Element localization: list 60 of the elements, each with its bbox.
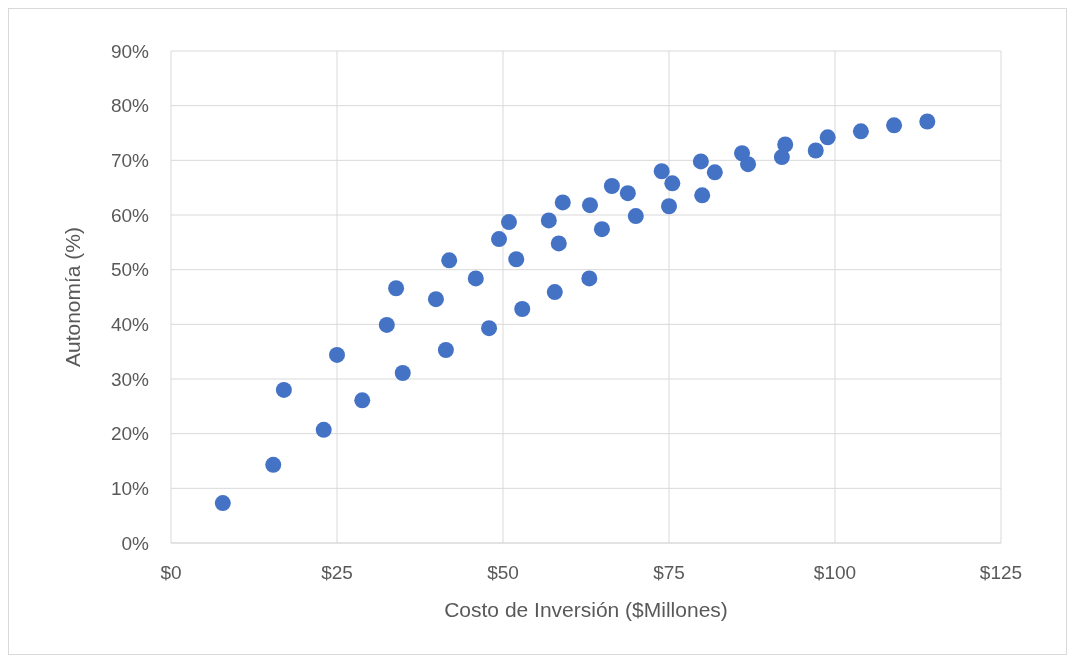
point — [546, 284, 563, 301]
point — [819, 129, 836, 146]
y-tick-label: 60% — [110, 204, 150, 226]
point — [214, 495, 231, 512]
point — [603, 178, 620, 195]
point — [540, 212, 557, 229]
y-tick-label: 70% — [110, 149, 150, 171]
y-tick-label: 50% — [110, 259, 150, 281]
point — [315, 421, 332, 438]
point — [481, 320, 498, 337]
x-tick-label: $25 — [321, 562, 353, 583]
point — [627, 208, 644, 225]
point — [508, 251, 525, 268]
point — [593, 221, 610, 238]
point — [265, 456, 282, 473]
point — [275, 381, 292, 398]
y-tick-label: 20% — [110, 423, 150, 445]
y-tick-label: 0% — [121, 532, 150, 554]
point — [441, 252, 458, 269]
point — [664, 175, 681, 192]
point — [378, 316, 395, 333]
point — [554, 194, 571, 211]
point — [550, 235, 567, 252]
point — [740, 156, 757, 173]
point — [581, 197, 598, 214]
point — [653, 163, 670, 180]
point — [329, 346, 345, 363]
point — [437, 342, 454, 359]
point — [919, 113, 936, 130]
y-tick-label: 40% — [110, 313, 150, 335]
point — [692, 153, 709, 170]
x-tick-label: $0 — [160, 562, 182, 583]
y-tick-label: 80% — [110, 95, 150, 117]
point — [777, 136, 794, 153]
point — [467, 270, 484, 287]
x-tick-label: $100 — [813, 562, 857, 583]
point — [852, 123, 869, 140]
point — [773, 149, 790, 166]
y-tick-label: 10% — [110, 477, 150, 499]
point — [394, 365, 411, 381]
point — [388, 280, 405, 297]
x-tick-label: $125 — [979, 562, 1023, 583]
x-tick-label: $50 — [487, 562, 519, 583]
point — [354, 392, 371, 409]
x-tick-label: $75 — [653, 562, 685, 583]
y-axis-title: Autonomía (%) — [61, 226, 84, 368]
point — [619, 185, 636, 202]
point — [886, 117, 903, 134]
point — [706, 164, 723, 181]
point — [514, 301, 531, 318]
point — [807, 142, 824, 159]
x-axis-title: Costo de Inversión ($Millones) — [444, 598, 728, 621]
point — [581, 270, 598, 287]
point — [694, 187, 711, 204]
point — [427, 291, 444, 308]
y-tick-label: 90% — [110, 40, 150, 62]
y-tick-label: 30% — [110, 368, 150, 390]
point — [491, 231, 508, 248]
point — [500, 214, 517, 231]
point — [661, 198, 677, 215]
